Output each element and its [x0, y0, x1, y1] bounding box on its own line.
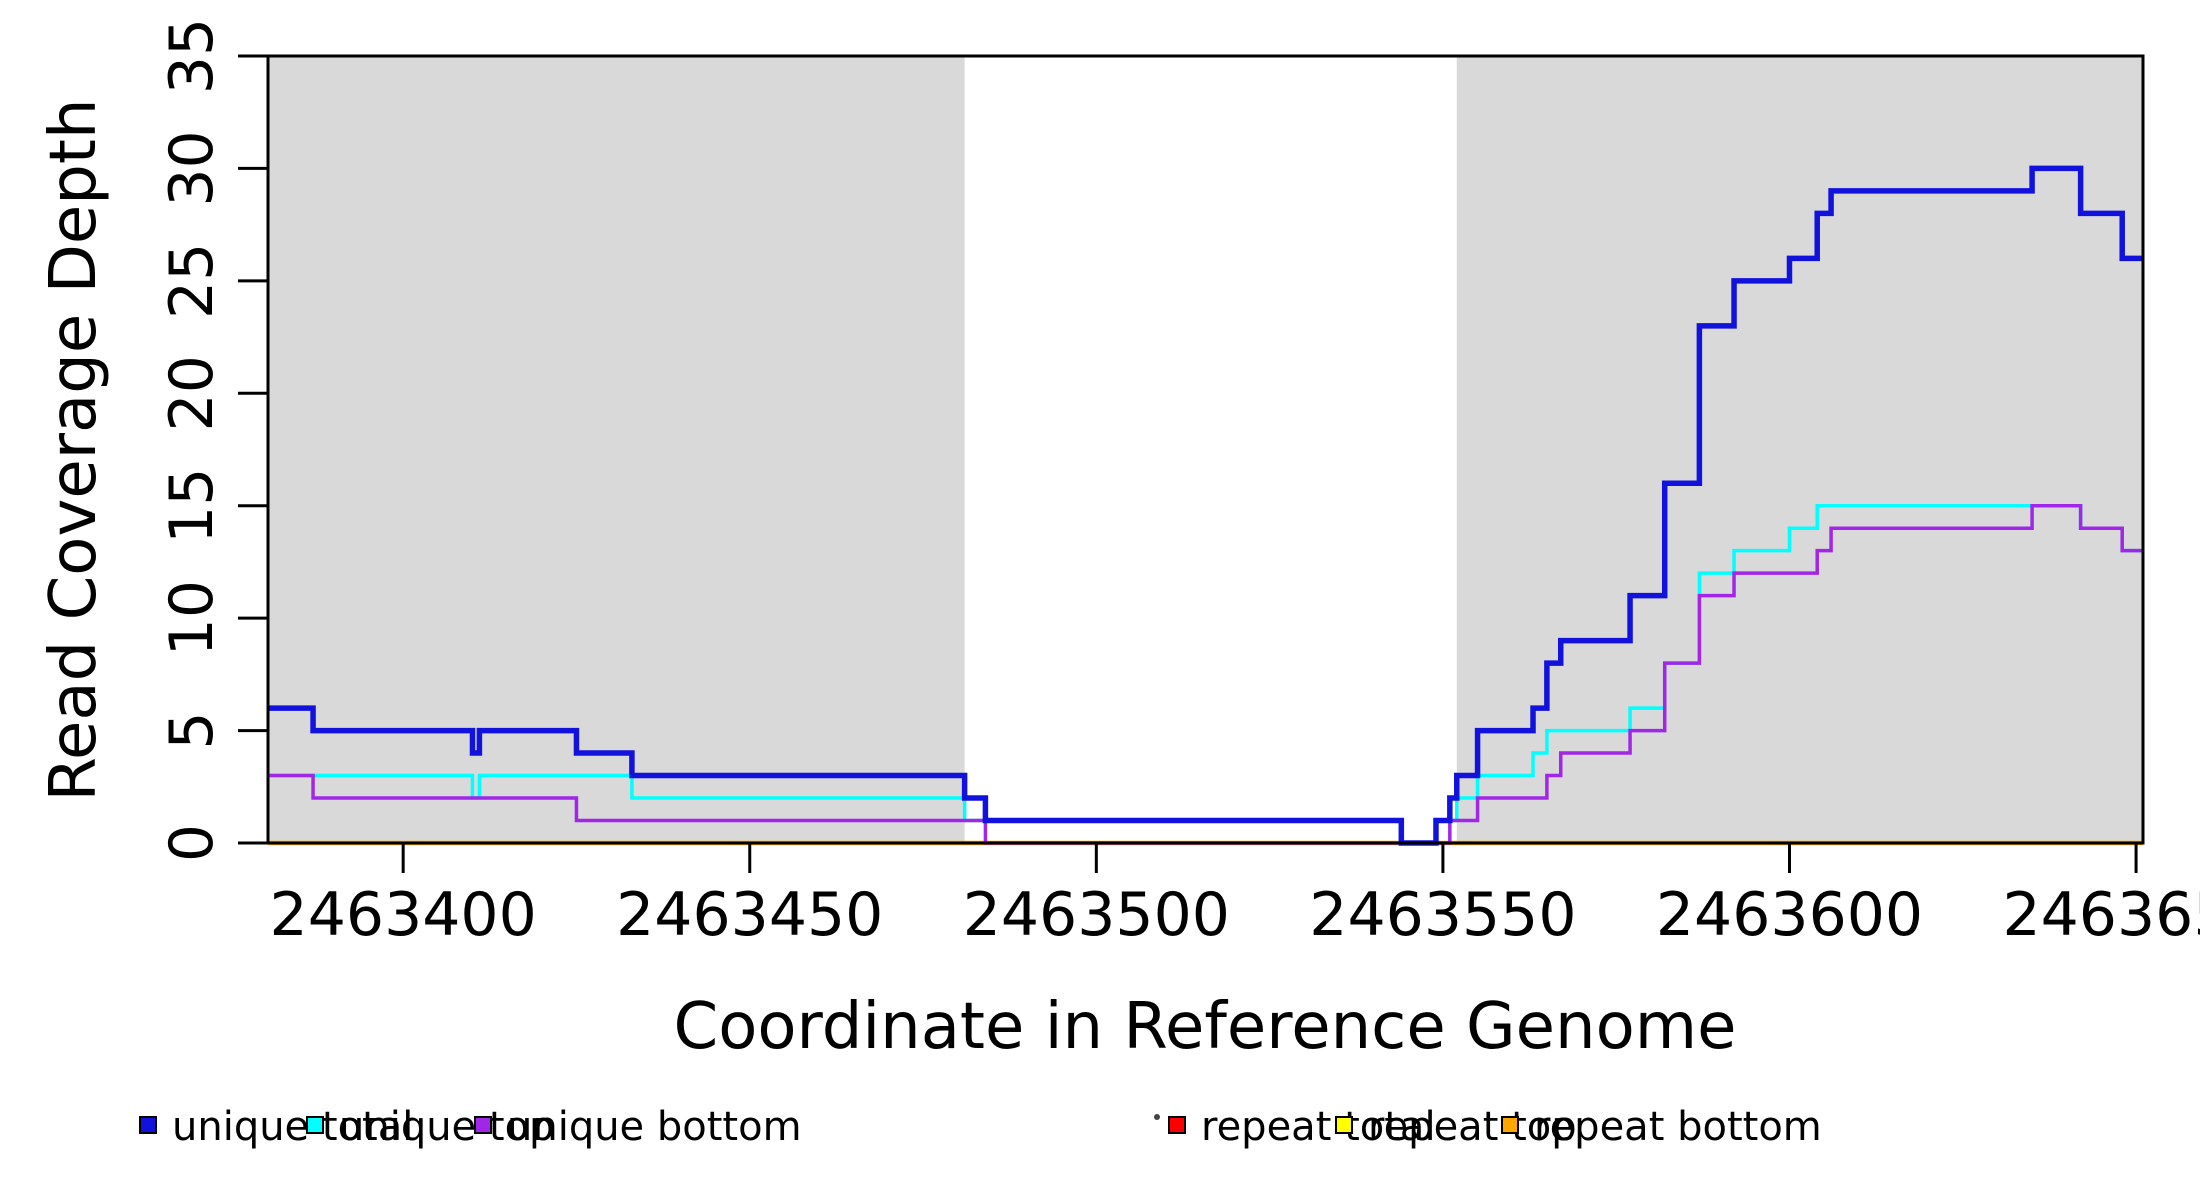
- legend-item-unique-bottom: unique bottom: [474, 1104, 802, 1150]
- legend-item-repeat-bottom: repeat bottom: [1501, 1104, 1822, 1150]
- shaded-region: [268, 56, 965, 843]
- legend-swatch: [474, 1116, 492, 1134]
- legend-swatch: [1335, 1116, 1353, 1134]
- x-axis-title: Coordinate in Reference Genome: [674, 990, 1737, 1064]
- y-tick-label: 10: [157, 580, 227, 656]
- x-axis-ticks: 2463400 2463450 2463500 2463550 2463600 24636…: [270, 843, 2200, 950]
- legend-swatch: [1168, 1116, 1186, 1134]
- y-tick-label: 15: [157, 468, 227, 544]
- x-tick-label: 2463600: [1656, 880, 1923, 950]
- x-tick-label: 2463450: [616, 880, 883, 950]
- y-tick-label: 20: [157, 355, 227, 431]
- legend-item-unique-top: unique top: [306, 1104, 554, 1150]
- y-tick-label: 25: [157, 243, 227, 319]
- x-tick-label: 2463650: [2002, 880, 2200, 950]
- y-tick-label: 35: [157, 18, 227, 94]
- series-line-unique-total: [268, 165, 2143, 846]
- x-tick-label: 2463400: [270, 880, 537, 950]
- legend-swatch: [139, 1116, 157, 1134]
- legend-label: repeat top: [1368, 1104, 1577, 1150]
- y-tick-label: 30: [157, 130, 227, 206]
- y-axis-ticks: 0 5 10 15 20 25 30 35: [157, 18, 268, 862]
- legend-label: unique bottom: [507, 1104, 802, 1150]
- x-tick-label: 2463500: [963, 880, 1230, 950]
- y-tick-label: 0: [157, 824, 227, 862]
- series-line-unique-bottom: [268, 503, 2143, 845]
- legend-swatch: [306, 1116, 324, 1134]
- stray-mark: [1154, 1114, 1160, 1120]
- legend-swatch: [1501, 1116, 1519, 1134]
- legend-label: repeat bottom: [1534, 1104, 1822, 1150]
- legend-item-repeat-total: repeat total: [1168, 1104, 1436, 1150]
- y-tick-label: 5: [157, 711, 227, 749]
- legend-label: unique total: [172, 1104, 413, 1150]
- shaded-regions: [268, 56, 2143, 843]
- x-tick-label: 2463550: [1309, 880, 1576, 950]
- shaded-region: [1456, 56, 2143, 843]
- legend-item-repeat-top: repeat top: [1335, 1104, 1577, 1150]
- y-axis-title: Read Coverage Depth: [37, 98, 111, 801]
- plot-border: [266, 54, 2145, 845]
- legend-label: unique top: [339, 1104, 554, 1150]
- legend-label: repeat total: [1201, 1104, 1436, 1150]
- legend-item-unique-total: unique total: [139, 1104, 413, 1150]
- series-line-unique-top: [268, 503, 2143, 845]
